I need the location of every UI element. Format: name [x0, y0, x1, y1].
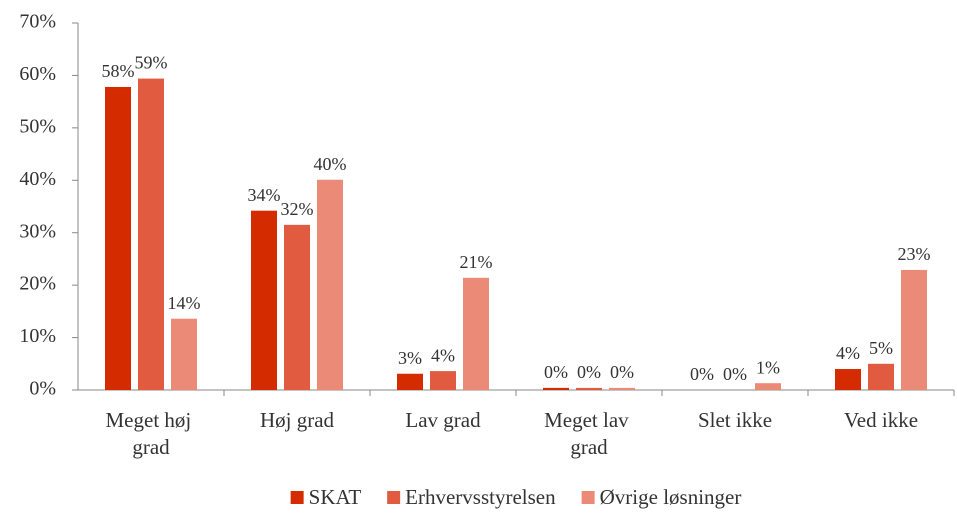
value-label: 3% — [398, 348, 422, 368]
bar — [138, 78, 164, 391]
legend-label: SKAT — [309, 485, 362, 509]
value-label: 58% — [102, 61, 135, 81]
y-tick-label: 50% — [19, 115, 56, 137]
value-label: 32% — [281, 199, 314, 219]
x-tick-label: Slet ikke — [698, 408, 772, 432]
y-tick-label: 40% — [19, 168, 56, 190]
x-tick-label: Høj grad — [260, 408, 335, 432]
bar — [105, 86, 131, 390]
bar — [463, 277, 489, 390]
value-label: 40% — [314, 154, 347, 174]
bar — [868, 363, 894, 390]
bar — [397, 373, 423, 390]
bar — [576, 387, 602, 390]
y-tick-label: 30% — [19, 220, 56, 242]
y-tick-label: 60% — [19, 63, 56, 85]
value-label: 23% — [898, 244, 931, 264]
value-label: 5% — [869, 338, 893, 358]
y-tick-label: 0% — [29, 378, 56, 400]
bar — [430, 371, 456, 390]
legend: SKAT Erhvervsstyrelsen Øvrige løsninger — [290, 485, 742, 509]
value-label: 59% — [135, 53, 168, 73]
bar — [901, 269, 927, 390]
legend-label: Erhvervsstyrelsen — [405, 485, 556, 509]
y-tick-label: 20% — [19, 273, 56, 295]
value-label: 0% — [690, 364, 714, 384]
value-label: 1% — [756, 357, 780, 377]
x-tick-line: Meget lav — [544, 408, 634, 432]
legend-swatch — [387, 491, 401, 504]
value-label: 4% — [431, 345, 455, 365]
value-label: 4% — [836, 343, 860, 363]
legend-swatch — [290, 491, 304, 504]
bar — [609, 387, 635, 390]
bar — [284, 224, 310, 390]
x-tick-label: Lav grad — [405, 408, 481, 432]
bar — [251, 210, 277, 390]
value-label: 0% — [577, 362, 601, 382]
bar — [835, 369, 861, 390]
bar — [543, 387, 569, 390]
legend-label: Øvrige løsninger — [600, 485, 742, 509]
x-tick-label: Meget høj grad — [106, 408, 197, 459]
x-tick-label: Ved ikke — [844, 408, 918, 432]
value-label: 14% — [168, 293, 201, 313]
value-label: 34% — [248, 185, 281, 205]
value-label: 21% — [460, 252, 493, 272]
y-tick-label: 70% — [19, 11, 56, 33]
x-tick-line: grad — [570, 435, 608, 459]
bar — [317, 179, 343, 390]
bar — [755, 383, 781, 390]
x-tick-line: grad — [132, 435, 170, 459]
value-label: 0% — [544, 362, 568, 382]
bar — [171, 318, 197, 390]
value-label: 0% — [723, 364, 747, 384]
legend-swatch — [581, 491, 595, 504]
value-label: 0% — [610, 362, 634, 382]
x-tick-label: Meget lav grad — [544, 408, 634, 459]
x-tick-line: Meget høj — [106, 408, 197, 432]
y-tick-label: 10% — [19, 325, 56, 347]
